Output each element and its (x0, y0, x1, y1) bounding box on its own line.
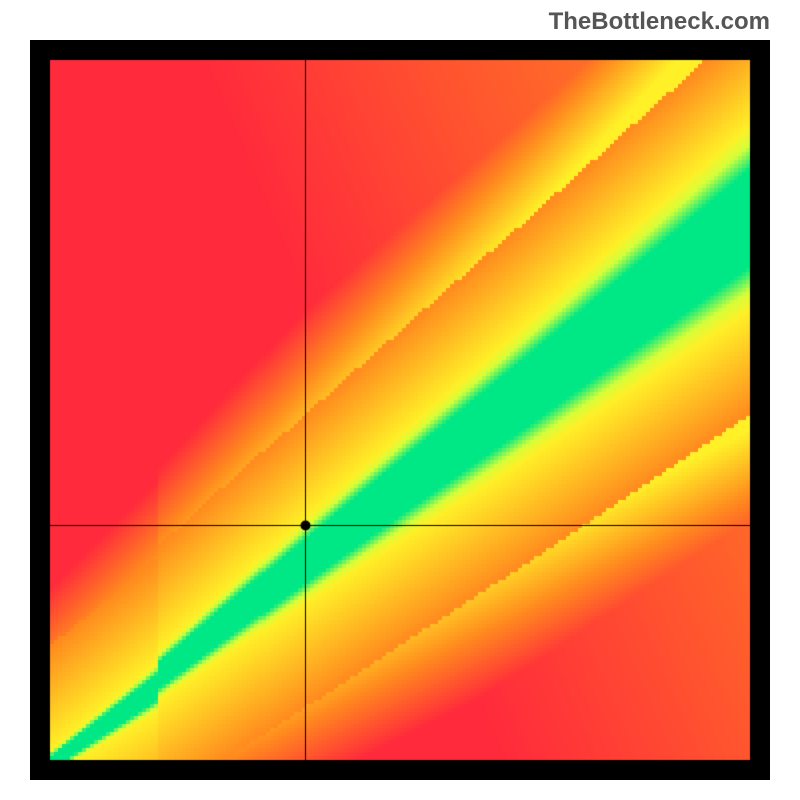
watermark-text: TheBottleneck.com (549, 8, 770, 36)
heatmap-plot (30, 40, 770, 780)
chart-container: TheBottleneck.com (0, 0, 800, 800)
heatmap-canvas (30, 40, 770, 780)
